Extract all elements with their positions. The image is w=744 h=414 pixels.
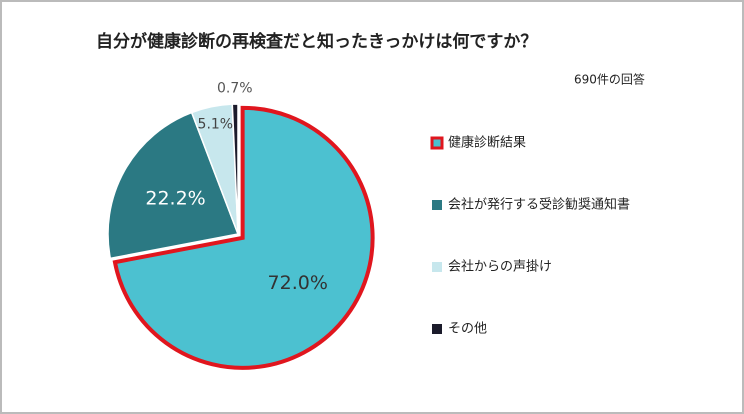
legend-marker — [432, 262, 442, 272]
pie-slice — [112, 105, 375, 370]
legend-label: 会社からの声掛け — [448, 259, 552, 275]
data-label: 5.1% — [198, 117, 234, 133]
data-label: 72.0% — [268, 272, 328, 294]
chart-subtitle: 690件の回答 — [574, 72, 645, 87]
data-label: 22.2% — [145, 188, 205, 210]
legend-marker — [430, 136, 444, 150]
legend-label: 会社が発行する受診勧奨通知書 — [448, 197, 630, 213]
legend-label: 健康診断結果 — [448, 135, 526, 151]
legend-marker — [432, 200, 442, 210]
pie-slice — [231, 103, 239, 235]
chart-title: 自分が健康診断の再検査だと知ったきっかけは何ですか？ — [96, 31, 537, 52]
legend-marker — [432, 324, 442, 334]
legend-label: その他 — [448, 322, 487, 337]
data-label: 0.7% — [217, 80, 253, 96]
